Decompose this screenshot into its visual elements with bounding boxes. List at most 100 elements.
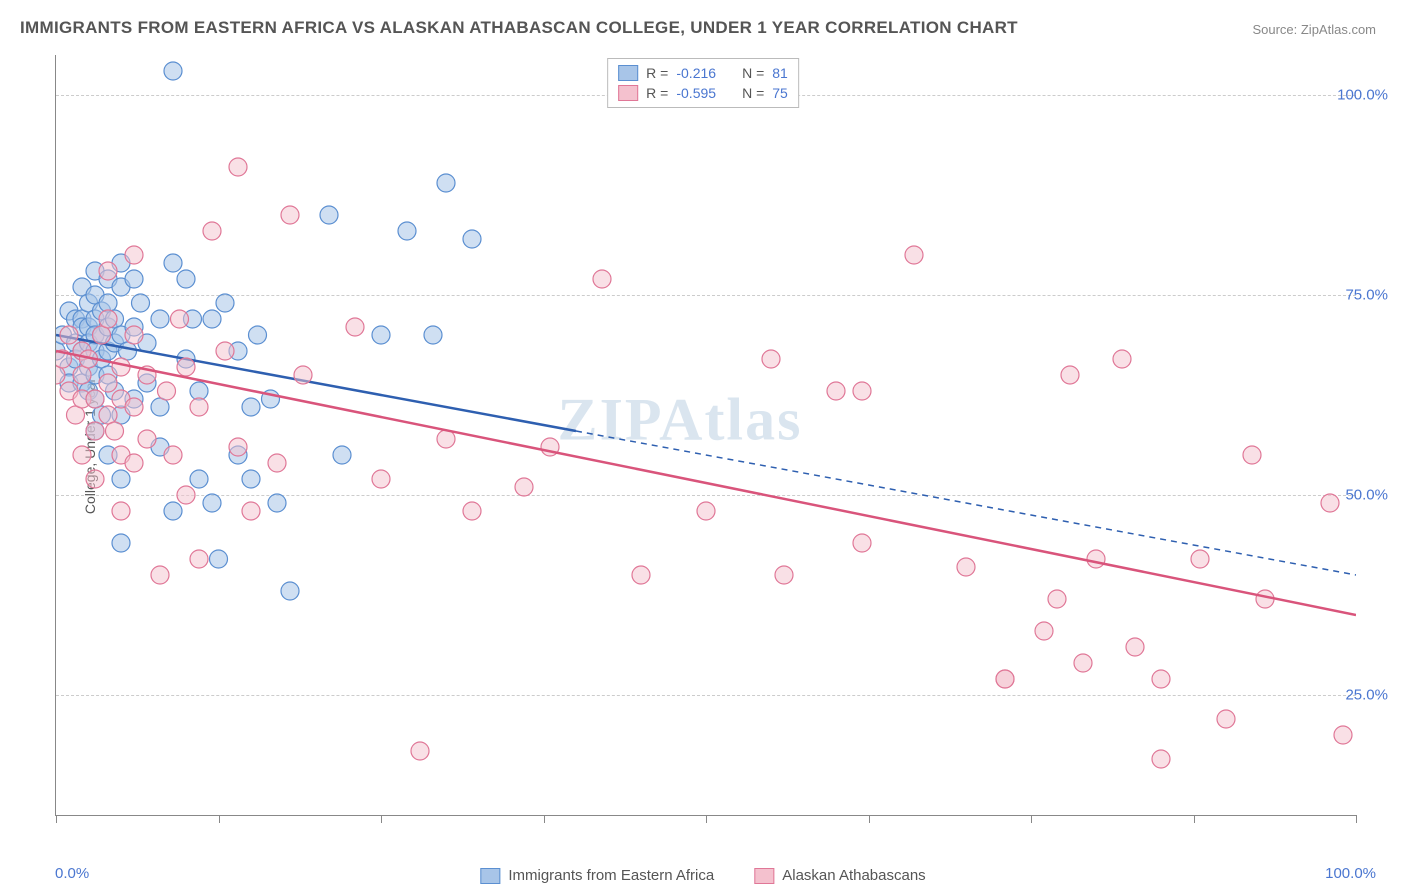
data-point — [138, 430, 156, 448]
xtick-mark — [869, 815, 870, 823]
data-point — [73, 446, 91, 464]
data-point — [249, 326, 267, 344]
xtick-mark — [219, 815, 220, 823]
data-point — [177, 486, 195, 504]
swatch-bottom-2 — [754, 868, 774, 884]
n-label: N = — [742, 65, 764, 81]
data-point — [119, 342, 137, 360]
series-legend: Immigrants from Eastern Africa Alaskan A… — [480, 867, 925, 884]
data-point — [996, 670, 1014, 688]
data-point — [132, 294, 150, 312]
data-point — [210, 550, 228, 568]
xtick-mark — [1194, 815, 1195, 823]
data-point — [333, 446, 351, 464]
data-point — [1048, 590, 1066, 608]
data-point — [151, 398, 169, 416]
data-point — [112, 358, 130, 376]
stats-row-series1: R = -0.216 N = 81 — [618, 63, 788, 83]
data-point — [268, 454, 286, 472]
data-point — [190, 470, 208, 488]
data-point — [1152, 670, 1170, 688]
data-point — [171, 310, 189, 328]
data-point — [216, 342, 234, 360]
data-point — [112, 470, 130, 488]
swatch-series2 — [618, 85, 638, 101]
n-value-2: 75 — [772, 85, 788, 101]
data-point — [99, 310, 117, 328]
r-label: R = — [646, 65, 668, 81]
data-point — [125, 270, 143, 288]
legend-label-1: Immigrants from Eastern Africa — [508, 867, 714, 884]
data-point — [190, 382, 208, 400]
data-point — [853, 382, 871, 400]
data-point — [203, 222, 221, 240]
data-point — [86, 470, 104, 488]
data-point — [190, 398, 208, 416]
data-point — [1152, 750, 1170, 768]
xtick-mark — [544, 815, 545, 823]
data-point — [242, 470, 260, 488]
data-point — [164, 62, 182, 80]
data-point — [372, 470, 390, 488]
data-point — [827, 382, 845, 400]
data-point — [177, 358, 195, 376]
stats-legend: R = -0.216 N = 81 R = -0.595 N = 75 — [607, 58, 799, 108]
data-point — [125, 246, 143, 264]
data-point — [125, 398, 143, 416]
data-point — [1191, 550, 1209, 568]
data-point — [203, 494, 221, 512]
data-point — [1126, 638, 1144, 656]
plot-area: ZIPAtlas — [55, 55, 1356, 816]
r-value-2: -0.595 — [676, 85, 716, 101]
xtick-right: 100.0% — [1325, 865, 1376, 882]
legend-item-2: Alaskan Athabascans — [754, 867, 925, 884]
data-point — [346, 318, 364, 336]
data-point — [229, 158, 247, 176]
data-point — [112, 502, 130, 520]
chart-title: IMMIGRANTS FROM EASTERN AFRICA VS ALASKA… — [20, 18, 1018, 38]
data-point — [1113, 350, 1131, 368]
data-point — [177, 270, 195, 288]
data-point — [1334, 726, 1352, 744]
data-point — [164, 254, 182, 272]
data-point — [216, 294, 234, 312]
data-point — [437, 174, 455, 192]
source-attribution: Source: ZipAtlas.com — [1252, 22, 1376, 37]
data-point — [229, 438, 247, 456]
data-point — [463, 502, 481, 520]
data-point — [424, 326, 442, 344]
r-value-1: -0.216 — [676, 65, 716, 81]
data-point — [125, 454, 143, 472]
data-point — [151, 566, 169, 584]
data-point — [151, 310, 169, 328]
data-point — [411, 742, 429, 760]
data-point — [957, 558, 975, 576]
data-point — [697, 502, 715, 520]
data-point — [164, 502, 182, 520]
data-point — [1087, 550, 1105, 568]
data-point — [281, 206, 299, 224]
swatch-series1 — [618, 65, 638, 81]
xtick-left: 0.0% — [55, 865, 89, 882]
data-point — [1321, 494, 1339, 512]
data-point — [112, 534, 130, 552]
data-point — [125, 326, 143, 344]
data-point — [190, 550, 208, 568]
data-point — [1217, 710, 1235, 728]
stats-row-series2: R = -0.595 N = 75 — [618, 83, 788, 103]
data-point — [372, 326, 390, 344]
data-point — [93, 326, 111, 344]
chart-svg — [56, 55, 1356, 815]
data-point — [86, 422, 104, 440]
data-point — [242, 502, 260, 520]
data-point — [905, 246, 923, 264]
data-point — [99, 374, 117, 392]
data-point — [593, 270, 611, 288]
data-point — [67, 406, 85, 424]
swatch-bottom-1 — [480, 868, 500, 884]
data-point — [99, 294, 117, 312]
data-point — [775, 566, 793, 584]
data-point — [60, 326, 78, 344]
xtick-mark — [1356, 815, 1357, 823]
r-label: R = — [646, 85, 668, 101]
